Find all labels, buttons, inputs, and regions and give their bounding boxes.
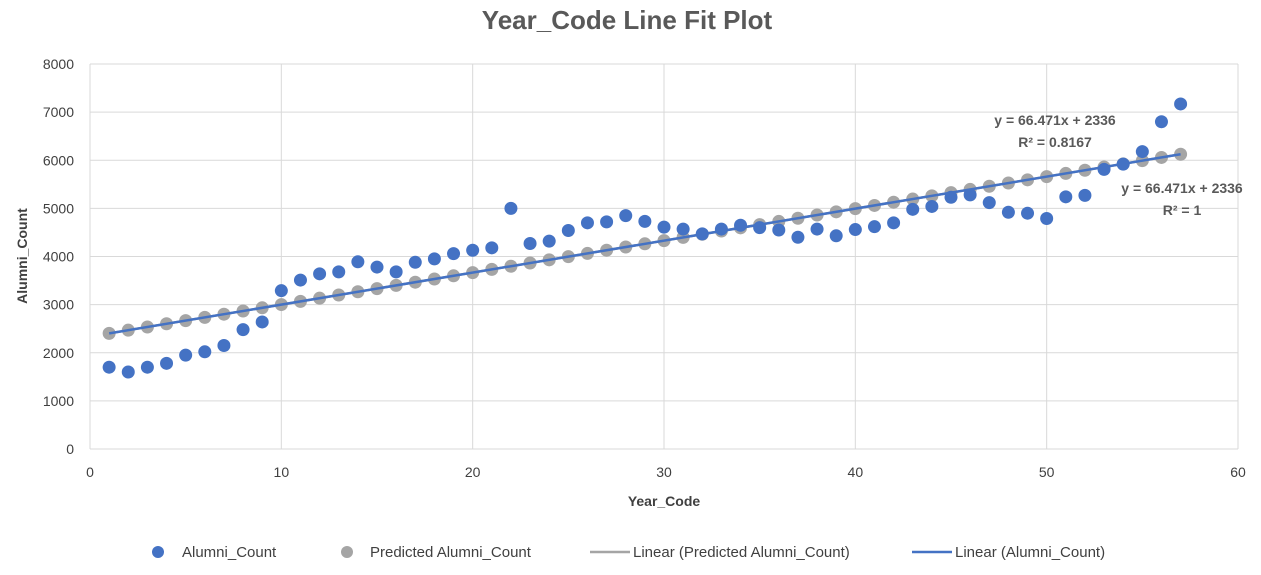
alumni-count-point: [121, 365, 135, 379]
alumni-count-point: [351, 255, 365, 269]
alumni-count-point: [791, 230, 805, 244]
y-tick-label: 5000: [43, 200, 74, 216]
alumni-count-point: [638, 214, 652, 228]
alumni-count-point: [753, 221, 767, 235]
alumni-count-point: [944, 190, 958, 204]
alumni-count-point: [906, 202, 920, 216]
alumni-count-point: [580, 216, 594, 230]
alumni-count-point: [485, 241, 499, 255]
alumni-count-point: [1021, 206, 1035, 220]
alumni-count-point: [772, 223, 786, 237]
alumni-count-point: [561, 224, 575, 238]
alumni-count-point: [313, 267, 327, 281]
alumni-count-point: [140, 360, 154, 374]
alumni-count-point: [160, 356, 174, 370]
y-tick-label: 6000: [43, 152, 74, 168]
equation-text: y = 66.471x + 2336: [1121, 180, 1243, 196]
alumni-count-point: [619, 209, 633, 223]
legend-label: Predicted Alumni_Count: [370, 544, 532, 561]
alumni-count-point: [1174, 97, 1188, 111]
y-axis-label: Alumni_Count: [14, 208, 30, 304]
legend-label: Alumni_Count: [182, 544, 277, 561]
trendlines: [108, 153, 1181, 335]
y-tick-label: 2000: [43, 345, 74, 361]
alumni-count-point: [1059, 190, 1073, 204]
y-tick-label: 3000: [43, 297, 74, 313]
trendline-equation-predicted: y = 66.471x + 2336 R² = 1: [1121, 180, 1243, 218]
alumni-count-point: [1040, 211, 1054, 225]
alumni-count-point: [293, 273, 307, 287]
legend-label: Linear (Predicted Alumni_Count): [633, 544, 850, 561]
legend-item-predicted-alumni-count[interactable]: Predicted Alumni_Count: [341, 544, 532, 561]
alumni-count-point: [542, 234, 556, 248]
alumni-count-point: [274, 284, 288, 298]
alumni-count-point: [389, 265, 403, 279]
y-tick-label: 1000: [43, 393, 74, 409]
alumni-count-point: [1078, 188, 1092, 202]
x-tick-label: 30: [656, 464, 672, 480]
alumni-count-point: [695, 227, 709, 241]
alumni-count-point: [600, 215, 614, 229]
trendline-equation-alumni-count: y = 66.471x + 2336 R² = 0.8167: [994, 112, 1116, 150]
alumni-count-point: [829, 229, 843, 243]
alumni-count-point: [810, 222, 824, 236]
x-tick-label: 0: [86, 464, 94, 480]
legend: Alumni_Count Predicted Alumni_Count Line…: [152, 544, 1105, 561]
x-tick-label: 60: [1230, 464, 1246, 480]
alumni-count-point: [427, 252, 441, 266]
alumni-count-point: [1116, 157, 1130, 171]
legend-item-alumni-count[interactable]: Alumni_Count: [152, 544, 277, 561]
alumni-count-point: [236, 323, 250, 337]
alumni-count-point: [982, 196, 996, 210]
alumni-count-point: [332, 265, 346, 279]
alumni-count-point: [963, 188, 977, 202]
legend-marker-blue: [152, 546, 164, 558]
x-tick-label: 40: [848, 464, 864, 480]
alumni-count-point: [523, 237, 537, 251]
legend-item-linear-predicted[interactable]: Linear (Predicted Alumni_Count): [590, 544, 850, 561]
alumni-count-point: [867, 220, 881, 234]
y-tick-label: 4000: [43, 249, 74, 265]
r-squared-text: R² = 0.8167: [1018, 134, 1092, 150]
y-tick-label: 8000: [43, 56, 74, 72]
x-tick-label: 10: [274, 464, 290, 480]
legend-item-linear-alumni-count[interactable]: Linear (Alumni_Count): [912, 544, 1105, 561]
gridlines: [89, 63, 1239, 450]
alumni-count-point: [887, 216, 901, 230]
alumni-count-point: [447, 247, 461, 261]
alumni-count-point: [676, 222, 690, 236]
legend-label: Linear (Alumni_Count): [955, 544, 1105, 561]
legend-marker-gray: [341, 546, 353, 558]
alumni-count-point: [466, 243, 480, 257]
alumni-count-point: [370, 260, 384, 274]
alumni-count-point: [179, 348, 193, 362]
alumni-count-point: [1135, 145, 1149, 159]
trendline-alumni-count: [108, 153, 1181, 335]
alumni-count-point: [217, 339, 231, 353]
y-tick-label: 0: [66, 441, 74, 457]
alumni-count-point: [102, 360, 116, 374]
chart-title: Year_Code Line Fit Plot: [482, 5, 773, 35]
r-squared-text: R² = 1: [1163, 202, 1202, 218]
alumni-count-point: [198, 345, 212, 359]
alumni-count-point: [1097, 162, 1111, 176]
alumni-count-point: [408, 255, 422, 269]
equation-text: y = 66.471x + 2336: [994, 112, 1116, 128]
x-tick-label: 50: [1039, 464, 1055, 480]
y-tick-label: 7000: [43, 104, 74, 120]
alumni-count-point: [255, 315, 269, 329]
alumni-count-point: [734, 218, 748, 232]
tick-labels: 0 1000 2000 3000 4000 5000 6000 7000 8000 0 10 20 30…: [43, 56, 1246, 480]
data-points: [102, 97, 1188, 379]
alumni-count-point: [848, 223, 862, 237]
alumni-count-point: [714, 222, 728, 236]
alumni-count-point: [1001, 205, 1015, 219]
alumni-count-point: [1154, 115, 1168, 129]
x-tick-label: 20: [465, 464, 481, 480]
alumni-count-point: [925, 199, 939, 213]
alumni-count-point: [657, 220, 671, 234]
alumni-count-point: [504, 201, 518, 215]
x-axis-label: Year_Code: [628, 493, 701, 509]
